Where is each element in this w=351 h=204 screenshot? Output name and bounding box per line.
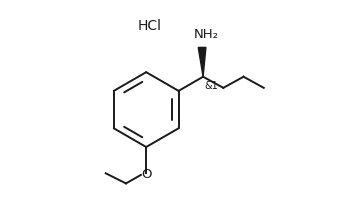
Text: HCl: HCl: [137, 19, 161, 32]
Text: &1: &1: [204, 80, 218, 90]
Text: O: O: [141, 167, 151, 180]
Text: NH₂: NH₂: [194, 28, 219, 41]
Polygon shape: [198, 48, 206, 77]
